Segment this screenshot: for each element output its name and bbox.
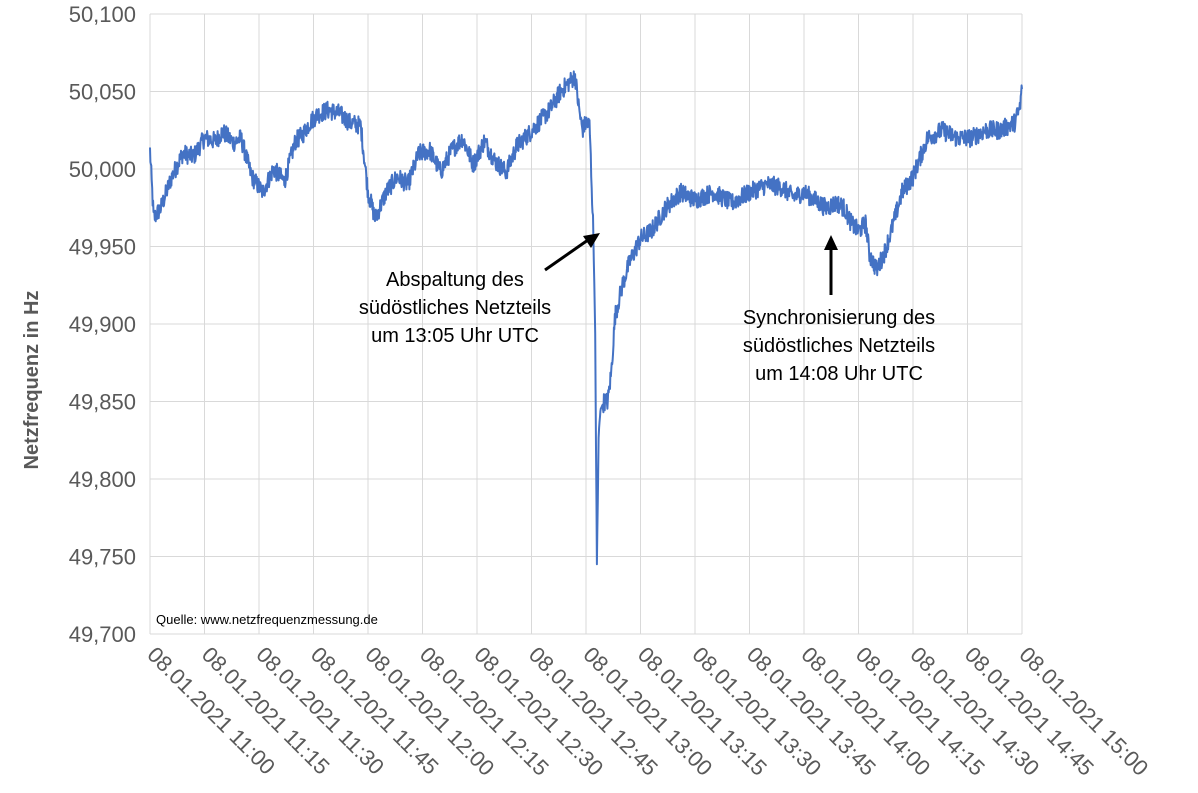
annotation-split: Abspaltung des südöstliches Netzteils um… — [359, 233, 600, 347]
y-tick-label: 49,700 — [69, 622, 136, 647]
annotation-sync-line-3: um 14:08 Uhr UTC — [755, 363, 923, 385]
y-axis-label: Netzfrequenz in Hz — [21, 291, 43, 470]
y-tick-label: 49,850 — [69, 390, 136, 415]
y-tick-label: 49,950 — [69, 235, 136, 260]
gridlines — [149, 13, 1023, 635]
annotation-split-line-3: um 13:05 Uhr UTC — [371, 325, 539, 347]
arrow-split — [544, 238, 589, 272]
y-tick-label: 49,800 — [69, 467, 136, 492]
annotation-sync-line-2: südöstliches Netzteils — [743, 335, 935, 357]
annotation-sync: Synchronisierung des südöstliches Netzte… — [743, 235, 935, 385]
annotation-sync-line-1: Synchronisierung des — [743, 307, 935, 329]
source-note: Quelle: www.netzfrequenzmessung.de — [156, 612, 378, 627]
y-tick-label: 50,000 — [69, 157, 136, 182]
y-axis-tick-labels: 49,700 49,750 49,800 49,850 49,900 49,950 50,0… — [69, 2, 136, 647]
annotation-split-line-2: südöstliches Netzteils — [359, 297, 551, 319]
arrowhead-split-icon — [583, 233, 600, 248]
y-tick-label: 50,050 — [69, 80, 136, 105]
annotation-split-line-1: Abspaltung des — [386, 269, 524, 291]
y-tick-label: 50,100 — [69, 2, 136, 27]
y-tick-label: 49,750 — [69, 545, 136, 570]
y-tick-label: 49,900 — [69, 312, 136, 337]
arrowhead-sync-icon — [824, 235, 838, 250]
series-line-netzfrequenz — [149, 70, 1023, 566]
